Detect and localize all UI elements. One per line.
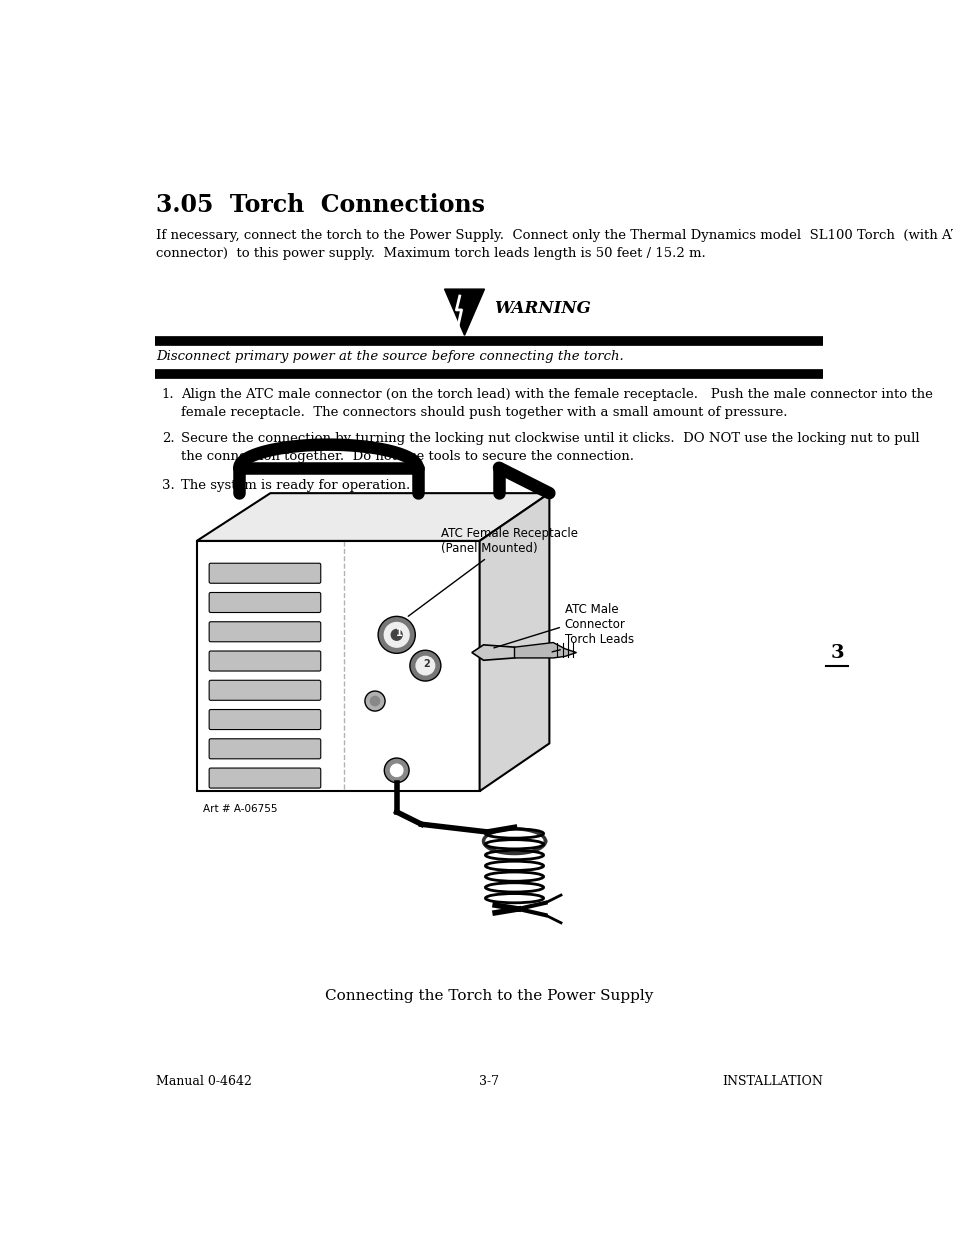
Text: WARNING: WARNING	[494, 300, 590, 317]
Polygon shape	[196, 493, 549, 541]
FancyBboxPatch shape	[209, 621, 320, 642]
Text: The system is ready for operation.: The system is ready for operation.	[181, 479, 410, 493]
Text: Disconnect primary power at the source before connecting the torch.: Disconnect primary power at the source b…	[156, 350, 623, 363]
Text: 1.: 1.	[162, 389, 174, 401]
Text: 2.: 2.	[162, 431, 174, 445]
Text: 1: 1	[395, 627, 402, 637]
Circle shape	[391, 630, 402, 640]
Text: Secure the connection by turning the locking nut clockwise until it clicks.  DO : Secure the connection by turning the loc…	[181, 431, 919, 463]
Text: If necessary, connect the torch to the Power Supply.  Connect only the Thermal D: If necessary, connect the torch to the P…	[156, 228, 953, 261]
Circle shape	[410, 651, 440, 680]
Polygon shape	[479, 493, 549, 792]
Text: Align the ATC male connector (on the torch lead) with the female receptacle.   P: Align the ATC male connector (on the tor…	[181, 389, 932, 420]
Text: 3: 3	[830, 643, 843, 662]
Text: 3.: 3.	[162, 479, 174, 493]
FancyBboxPatch shape	[209, 710, 320, 730]
Polygon shape	[444, 289, 484, 336]
Circle shape	[390, 764, 402, 777]
FancyBboxPatch shape	[209, 563, 320, 583]
Circle shape	[384, 758, 409, 783]
Text: ATC Female Receptacle
(Panel Mounted): ATC Female Receptacle (Panel Mounted)	[408, 527, 578, 616]
Text: INSTALLATION: INSTALLATION	[721, 1074, 822, 1088]
FancyBboxPatch shape	[209, 768, 320, 788]
Text: Connecting the Torch to the Power Supply: Connecting the Torch to the Power Supply	[324, 989, 653, 1003]
Text: 2: 2	[423, 659, 430, 669]
Circle shape	[365, 692, 385, 711]
Text: Torch Leads: Torch Leads	[552, 634, 634, 652]
FancyBboxPatch shape	[209, 680, 320, 700]
Circle shape	[416, 656, 435, 674]
Text: ATC Male
Connector: ATC Male Connector	[494, 603, 625, 648]
FancyBboxPatch shape	[209, 593, 320, 613]
FancyBboxPatch shape	[209, 651, 320, 671]
Text: Manual 0-4642: Manual 0-4642	[156, 1074, 252, 1088]
Text: 3.05  Torch  Connections: 3.05 Torch Connections	[156, 193, 485, 217]
Circle shape	[377, 616, 415, 653]
Text: 3-7: 3-7	[478, 1074, 498, 1088]
Text: Art # A-06755: Art # A-06755	[203, 804, 277, 814]
Polygon shape	[196, 541, 479, 792]
Polygon shape	[514, 642, 576, 658]
FancyBboxPatch shape	[209, 739, 320, 758]
Circle shape	[370, 697, 379, 705]
Circle shape	[384, 622, 409, 647]
Polygon shape	[472, 645, 525, 661]
